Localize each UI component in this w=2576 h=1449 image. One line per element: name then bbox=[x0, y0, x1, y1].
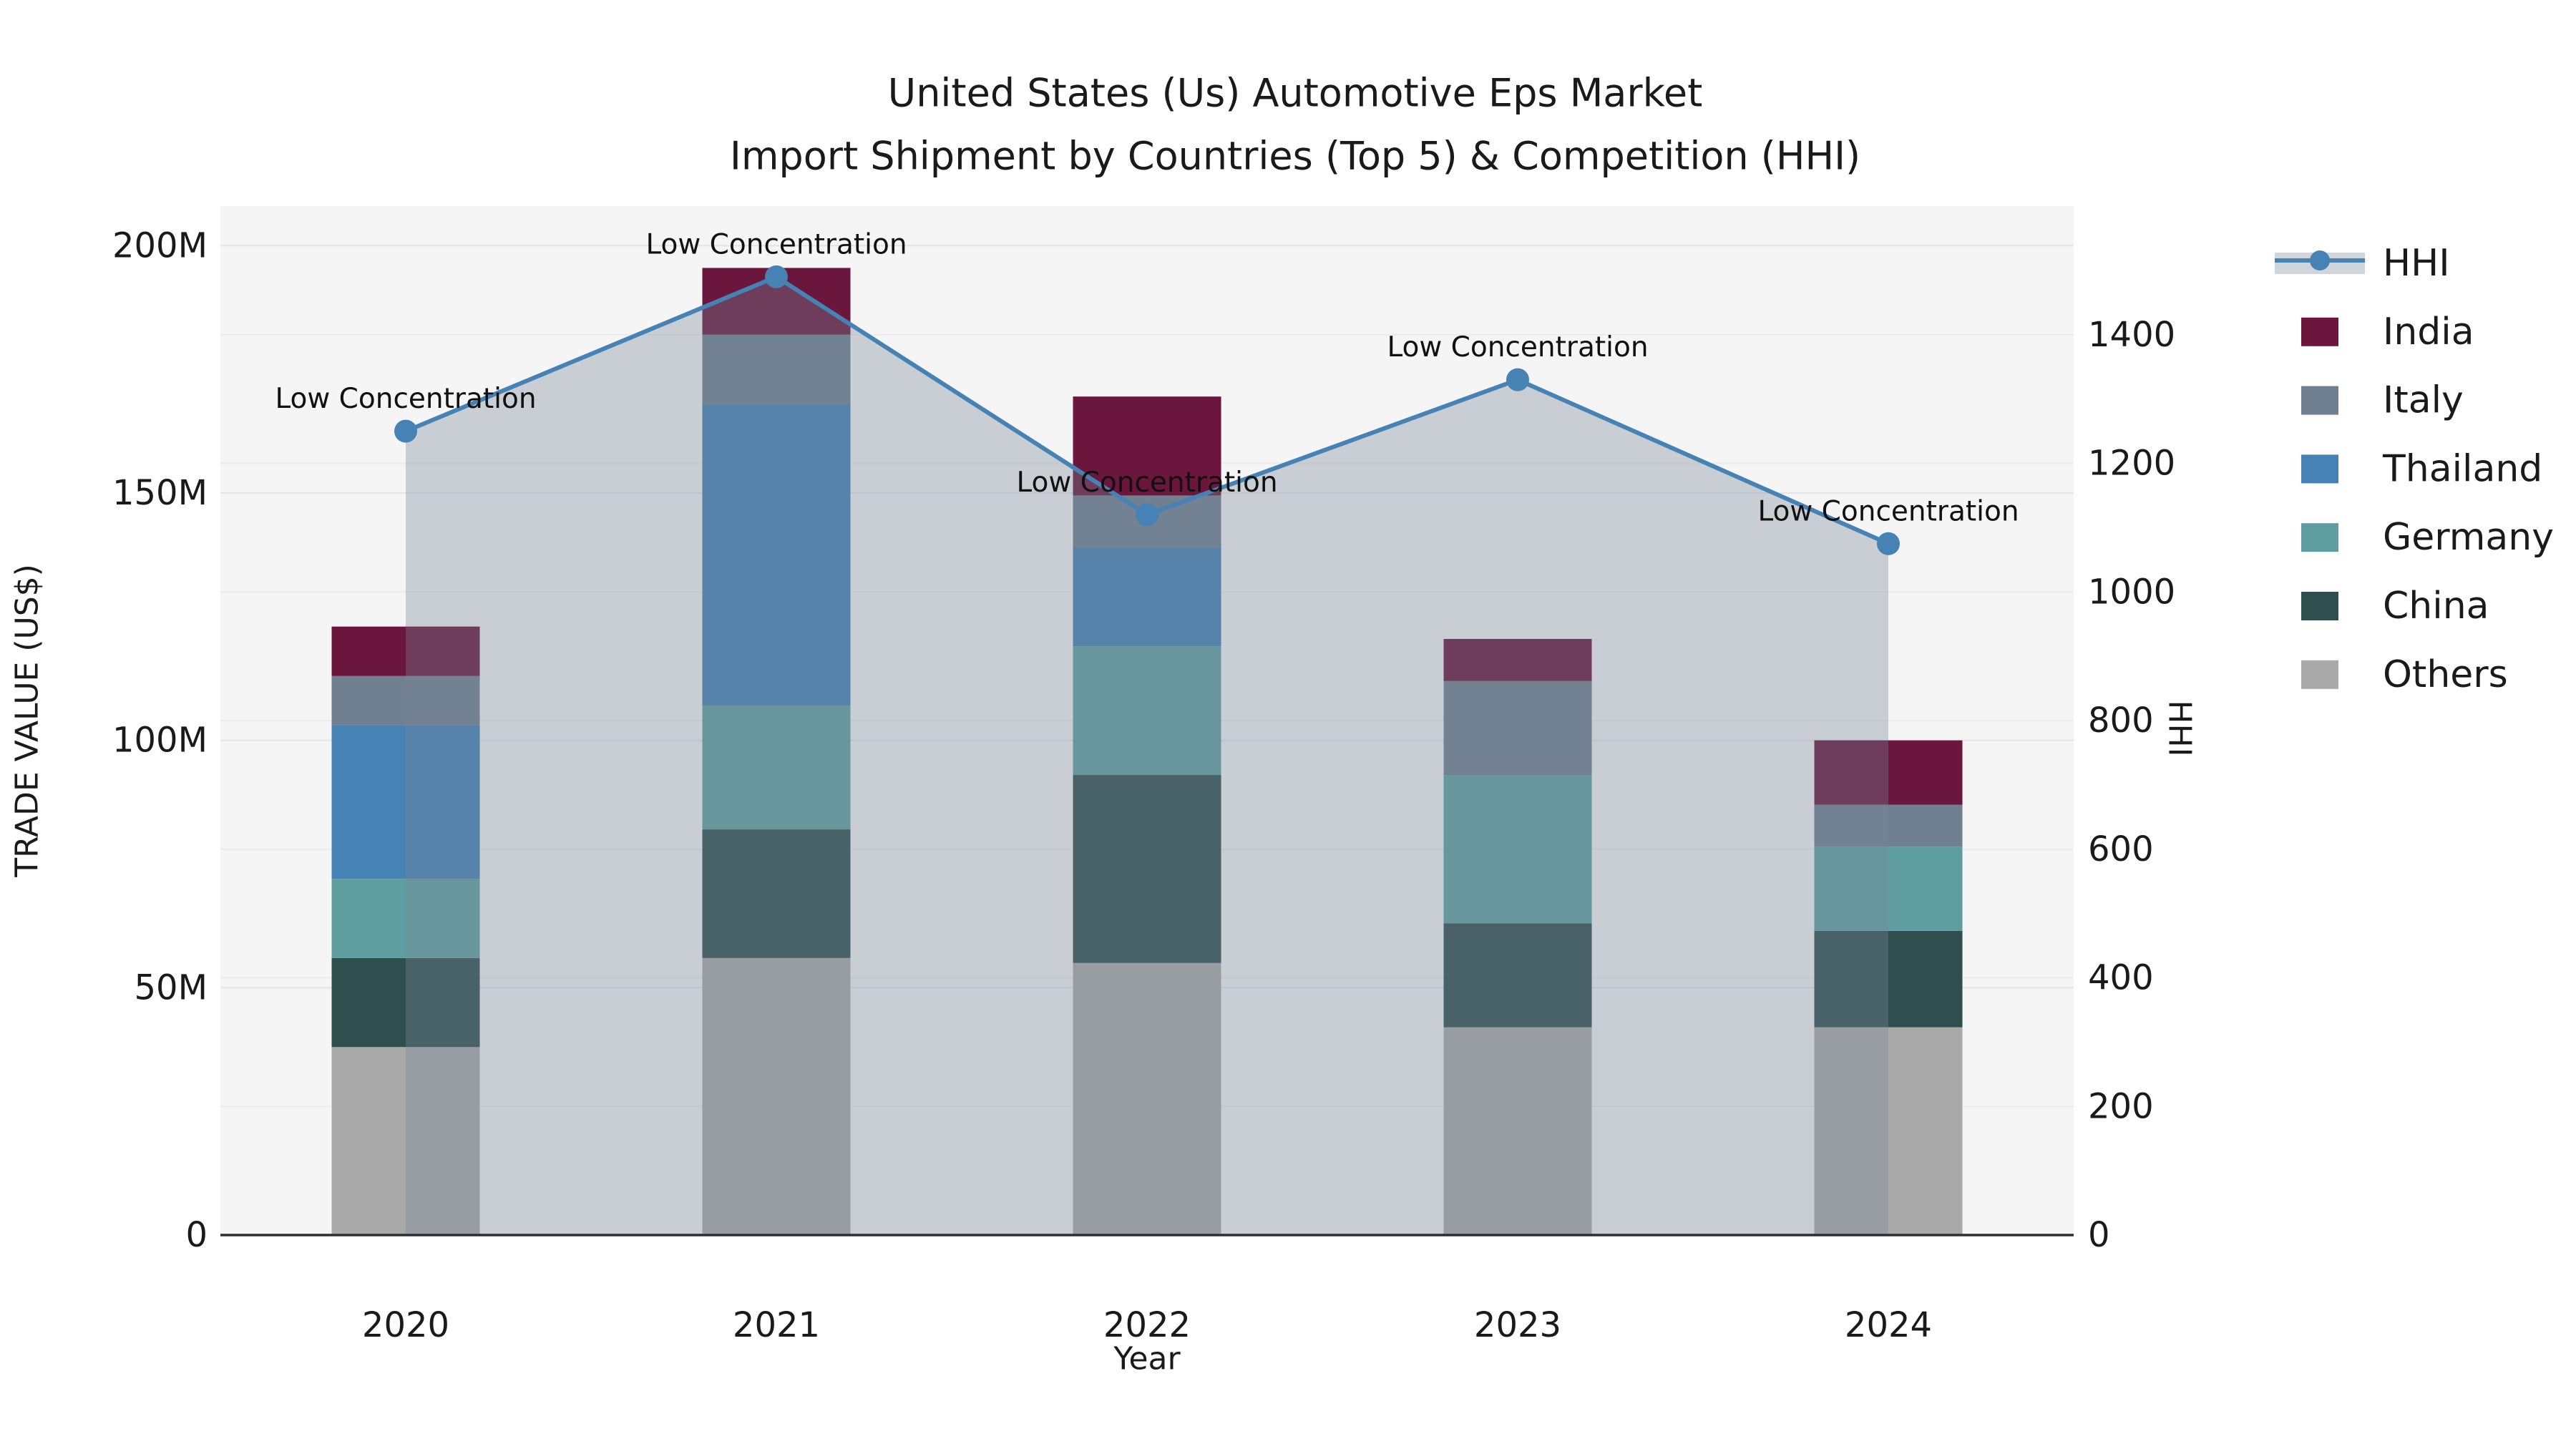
bar-segment-india-2024 bbox=[1814, 740, 1963, 805]
y-right-tick-400: 400 bbox=[2088, 958, 2154, 998]
chart-title-line2: Import Shipment by Countries (Top 5) & C… bbox=[730, 134, 1860, 179]
legend-swatch-others bbox=[2301, 660, 2338, 689]
y-right-tick-1200: 1200 bbox=[2088, 444, 2175, 484]
y-left-tick-0: 0 bbox=[185, 1215, 208, 1255]
legend-item-germany: Germany bbox=[2301, 516, 2554, 559]
annotation-2024: Low Concentration bbox=[1757, 495, 2019, 527]
chart-generated-content: Low Concentration Low Concentration Low Co… bbox=[112, 225, 2554, 1345]
legend-swatch-italy bbox=[2301, 386, 2338, 415]
x-tick-2020: 2020 bbox=[362, 1305, 449, 1345]
hhi-marker-2021 bbox=[765, 265, 788, 288]
bar-segment-others-2023 bbox=[1443, 1027, 1592, 1235]
bar-segment-china-2020 bbox=[331, 957, 480, 1048]
y-left-tick-150M: 150M bbox=[112, 473, 208, 513]
y-right-tick-1400: 1400 bbox=[2088, 315, 2175, 355]
legend-label-china: China bbox=[2383, 585, 2489, 628]
legend-label-others: Others bbox=[2383, 653, 2508, 696]
bar-segment-others-2021 bbox=[702, 957, 851, 1235]
bar-segment-china-2022 bbox=[1073, 775, 1221, 963]
hhi-marker-2020 bbox=[394, 419, 417, 443]
x-tick-2021: 2021 bbox=[733, 1305, 820, 1345]
bar-segment-italy-2020 bbox=[331, 675, 480, 726]
annotations: Low Concentration Low Concentration Low Co… bbox=[275, 228, 2019, 527]
legend-item-china: China bbox=[2301, 585, 2489, 628]
legend-label-germany: Germany bbox=[2383, 516, 2554, 559]
y-left-tick-50M: 50M bbox=[135, 967, 208, 1008]
legend-label-thailand: Thailand bbox=[2382, 447, 2542, 490]
x-tick-2022: 2022 bbox=[1103, 1305, 1191, 1345]
bar-segment-germany-2021 bbox=[702, 706, 851, 830]
bar-segment-china-2023 bbox=[1443, 923, 1592, 1028]
bar-segment-thailand-2021 bbox=[702, 404, 851, 706]
hhi-marker-2023 bbox=[1506, 368, 1529, 391]
bar-segment-thailand-2020 bbox=[331, 725, 480, 879]
bar-segment-india-2020 bbox=[331, 626, 480, 676]
y-right-tick-1000: 1000 bbox=[2088, 572, 2175, 612]
bar-segment-germany-2024 bbox=[1814, 847, 1963, 931]
legend-swatch-india bbox=[2301, 317, 2338, 346]
bar-segment-germany-2022 bbox=[1073, 646, 1221, 776]
annotation-2021: Low Concentration bbox=[645, 228, 907, 260]
legend-item-others: Others bbox=[2301, 653, 2508, 696]
bars bbox=[331, 268, 1963, 1235]
bar-segment-china-2024 bbox=[1814, 930, 1963, 1028]
bar-segment-italy-2023 bbox=[1443, 680, 1592, 776]
y-right-tick-200: 200 bbox=[2088, 1086, 2154, 1126]
legend-item-italy: Italy bbox=[2301, 379, 2464, 422]
bar-segment-others-2022 bbox=[1073, 962, 1221, 1235]
y-left-axis-title: TRADE VALUE (US$) bbox=[9, 564, 46, 878]
hhi-area-fill bbox=[406, 276, 1888, 1235]
legend-item-thailand: Thailand bbox=[2301, 447, 2542, 490]
hhi-markers bbox=[394, 265, 1900, 555]
y-left-tick-200M: 200M bbox=[112, 225, 208, 265]
bar-segment-germany-2023 bbox=[1443, 775, 1592, 924]
chart-title-line1: United States (Us) Automotive Eps Market bbox=[888, 71, 1703, 116]
annotation-2022: Low Concentration bbox=[1016, 467, 1277, 499]
legend: HHI India Italy Thailand Germany China Others bbox=[2275, 242, 2554, 696]
bar-segment-india-2023 bbox=[1443, 638, 1592, 681]
x-tick-2023: 2023 bbox=[1474, 1305, 1561, 1345]
annotation-2023: Low Concentration bbox=[1387, 331, 1648, 364]
hhi-marker-2024 bbox=[1877, 532, 1900, 555]
legend-label-india: India bbox=[2383, 311, 2474, 353]
bar-segment-italy-2024 bbox=[1814, 804, 1963, 847]
x-tick-2024: 2024 bbox=[1845, 1305, 1932, 1345]
hhi-marker-2022 bbox=[1136, 503, 1158, 527]
legend-swatch-thailand bbox=[2301, 454, 2338, 484]
y-right-axis-title: HHI bbox=[2162, 700, 2198, 756]
legend-label-hhi: HHI bbox=[2383, 242, 2450, 285]
legend-item-india: India bbox=[2301, 311, 2474, 353]
y-right-tick-0: 0 bbox=[2088, 1215, 2110, 1255]
legend-label-italy: Italy bbox=[2383, 379, 2464, 422]
bar-segment-others-2020 bbox=[331, 1047, 480, 1235]
legend-swatch-germany bbox=[2301, 523, 2338, 552]
legend-swatch-china bbox=[2301, 592, 2338, 620]
legend-hhi-marker-icon bbox=[2310, 250, 2330, 270]
bar-segment-italy-2021 bbox=[702, 334, 851, 404]
annotation-2020: Low Concentration bbox=[275, 383, 536, 415]
bar-segment-thailand-2022 bbox=[1073, 547, 1221, 647]
bar-segment-china-2021 bbox=[702, 829, 851, 958]
x-axis-title: Year bbox=[1113, 1341, 1181, 1377]
bar-segment-others-2024 bbox=[1814, 1027, 1963, 1235]
bar-segment-germany-2020 bbox=[331, 879, 480, 958]
tick-labels: 0 50M 100M 150M 200M 0 200 400 600 800 1000 1200 140… bbox=[112, 225, 2175, 1345]
legend-item-hhi: HHI bbox=[2275, 242, 2450, 285]
bar-segment-india-2022 bbox=[1073, 396, 1221, 496]
y-left-tick-100M: 100M bbox=[112, 721, 208, 761]
y-right-tick-800: 800 bbox=[2088, 701, 2154, 741]
y-right-tick-600: 600 bbox=[2088, 829, 2154, 869]
